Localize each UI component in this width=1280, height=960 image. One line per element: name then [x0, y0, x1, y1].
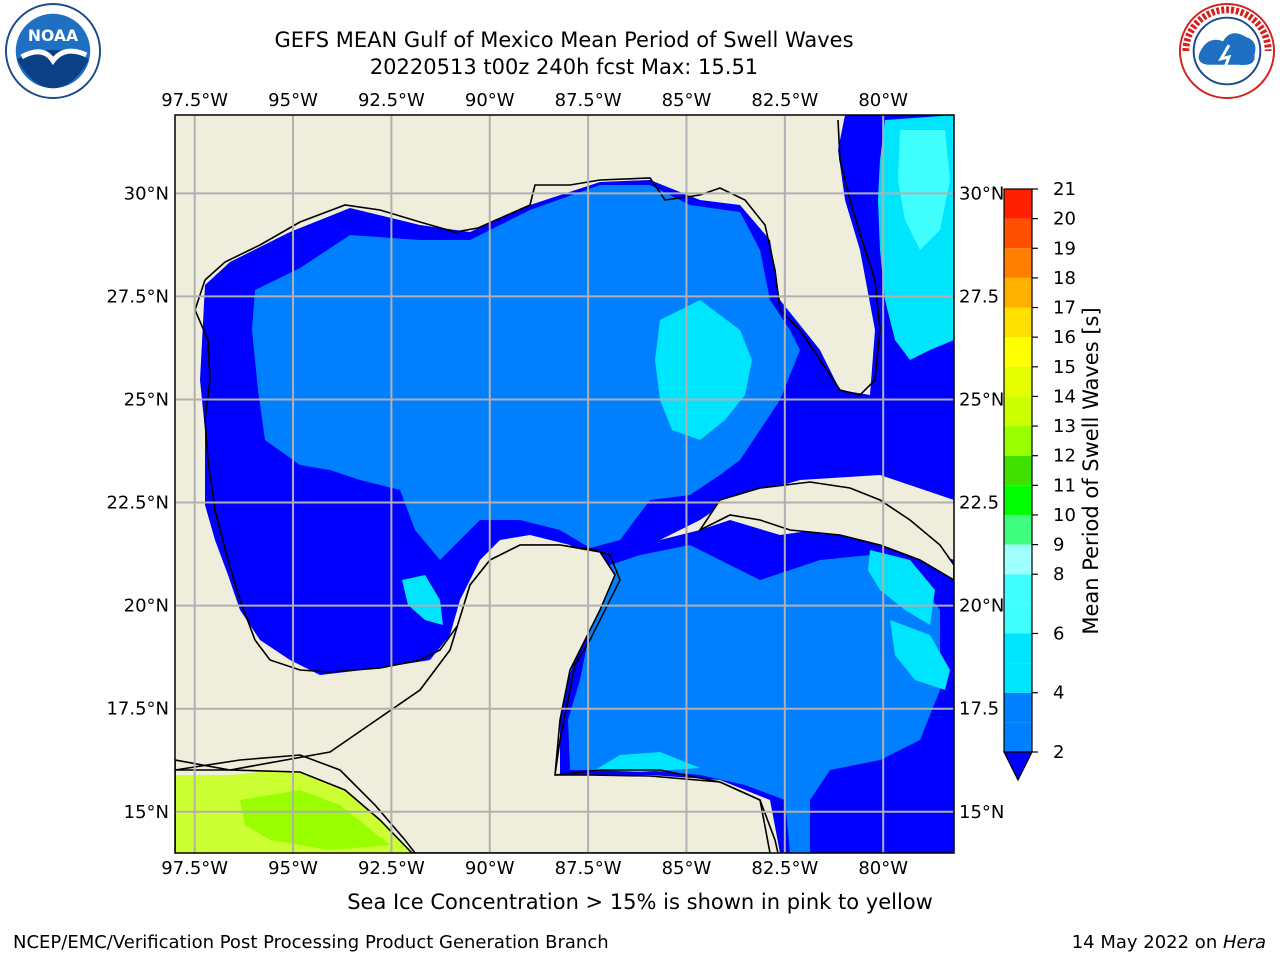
national-weather-service-logo: [1178, 2, 1276, 100]
lon-label-top: 80°W: [858, 90, 908, 111]
colorbar-label: Mean Period of Swell Waves [s]: [1079, 307, 1103, 634]
campeche-swell-cyan-patch: [402, 575, 443, 625]
map-axis-labels: 97.5°W 97.5°W 95°W 95°W 92.5°W 92.5°W 90°W 90°W…: [106, 90, 1004, 879]
colorbar-extend-arrow: [1003, 751, 1033, 782]
colorbar-segment: [1004, 307, 1032, 338]
central-america-coastline: [175, 754, 779, 853]
colorbar-segment: [1004, 366, 1032, 397]
colorbar-tick-label: 19: [1053, 238, 1076, 259]
lon-label-top: 90°W: [465, 90, 515, 111]
honduras-swell-cyan-patch: [595, 752, 700, 772]
lat-label-left: 30°N: [124, 183, 169, 204]
caribbean-swell-cyan-patch-2: [890, 620, 950, 690]
lon-label-bottom: 87.5°W: [555, 858, 622, 879]
colorbar-segment: [1004, 189, 1032, 219]
colorbar-segment: [1004, 514, 1032, 545]
colorbar-tick-label: 11: [1053, 475, 1076, 496]
lat-label-right: 20°N: [959, 596, 1004, 617]
colorbar-segment: [1004, 396, 1032, 427]
gulf-ocean-main: [252, 185, 800, 560]
svg-text:NOAA: NOAA: [28, 26, 79, 45]
sea-ice-note-text: Sea Ice Concentration > 15% is shown in …: [347, 890, 933, 914]
colorbar-tick-label: 14: [1053, 386, 1076, 407]
lat-label-left: 27.5°N: [106, 286, 169, 307]
generation-date-text: 14 May 2022 on: [1071, 932, 1223, 953]
colorbar-segment: [1004, 337, 1032, 367]
lon-label-bottom: 95°W: [268, 858, 318, 879]
colorbar-segment: [1004, 574, 1032, 604]
cuba-coastline: [697, 481, 954, 581]
colorbar-segment: [1004, 603, 1032, 634]
lon-label-bottom: 90°W: [465, 858, 515, 879]
colorbar-tick-label: 16: [1053, 327, 1076, 348]
lat-label-right: 15°N: [959, 802, 1004, 823]
host-name: Hera: [1222, 932, 1266, 953]
colorbar-segment: [1004, 485, 1032, 515]
colorbar-tick-label: 13: [1053, 416, 1076, 437]
gulf-coastline: [204, 119, 881, 396]
noaa-logo: NOAA: [4, 2, 102, 100]
colorbar-tick-label: 2: [1053, 742, 1064, 763]
colorbar-tick-label: 4: [1053, 683, 1064, 704]
lon-label-top: 97.5°W: [161, 90, 228, 111]
lon-label-bottom: 92.5°W: [358, 858, 425, 879]
colorbar-segment: [1004, 426, 1032, 456]
map-plot-area: [175, 115, 954, 853]
lon-label-top: 92.5°W: [358, 90, 425, 111]
colorbar-segment: [1004, 277, 1032, 308]
lat-label-left: 15°N: [124, 802, 169, 823]
sea-ice-region-green: [240, 790, 390, 850]
lat-label-left: 22.5°N: [106, 493, 169, 514]
colorbar-tick-label: 18: [1053, 268, 1076, 289]
sea-ice-note: Sea Ice Concentration > 15% is shown in …: [0, 890, 1280, 914]
colorbar-segment: [1004, 722, 1032, 752]
lon-label-top: 87.5°W: [555, 90, 622, 111]
atlantic-swell-light: [898, 130, 950, 250]
colorbar-tick-label: 6: [1053, 623, 1064, 644]
colorbar-segment: [1004, 455, 1032, 486]
generation-date: 14 May 2022 on Hera: [1072, 932, 1266, 953]
colorbar: 2 4 6 8 9 10 11 12 13 14 15 16 17 18 19 20 21: [1003, 179, 1076, 782]
map-frame: [174, 114, 955, 854]
colorbar-segment: [1004, 218, 1032, 249]
colorbar-tick-label: 15: [1053, 357, 1076, 378]
lat-label-left: 25°N: [124, 389, 169, 410]
lon-label-bottom: 97.5°W: [161, 858, 228, 879]
lat-label-right: 17.5: [959, 699, 999, 720]
colorbar-tick-label: 10: [1053, 505, 1076, 526]
chart-subtitle-run-info: 20220513 t00z 240h fcst Max: 15.51: [369, 55, 759, 79]
lon-label-top: 85°W: [662, 90, 712, 111]
lon-label-bottom: 82.5°W: [751, 858, 818, 879]
lat-label-right: 25°N: [959, 389, 1004, 410]
colorbar-tick-label: 9: [1053, 535, 1064, 556]
colorbar-tick-label: 21: [1053, 179, 1076, 200]
chart-title: GEFS MEAN Gulf of Mexico Mean Period of …: [274, 28, 854, 52]
lat-label-right: 30°N: [959, 183, 1004, 204]
colorbar-frame: [1003, 188, 1033, 753]
mexico-gulf-coastline: [194, 279, 621, 776]
lon-label-top: 82.5°W: [751, 90, 818, 111]
lat-label-left: 20°N: [124, 596, 169, 617]
colorbar-tick-label: 8: [1053, 564, 1064, 585]
lon-label-top: 95°W: [268, 90, 318, 111]
gulf-swell-cyan-patch: [655, 300, 752, 440]
colorbar-segment: [1004, 692, 1032, 723]
colorbar-tick-label: 20: [1053, 209, 1076, 230]
lon-label-bottom: 85°W: [662, 858, 712, 879]
colorbar-segment: [1004, 248, 1032, 278]
lat-label-right: 27.5: [959, 286, 999, 307]
colorbar-segment: [1004, 633, 1032, 664]
producer-credit: NCEP/EMC/Verification Post Processing Pr…: [13, 932, 609, 953]
colorbar-segment: [1004, 544, 1032, 575]
map-gridlines: [175, 115, 954, 853]
lat-label-right: 22.5: [959, 493, 999, 514]
colorbar-tick-label: 17: [1053, 298, 1076, 319]
lat-label-left: 17.5°N: [106, 699, 169, 720]
colorbar-segment: [1004, 663, 1032, 693]
colorbar-tick-label: 12: [1053, 446, 1076, 467]
lon-label-bottom: 80°W: [858, 858, 908, 879]
caribbean-ocean-main: [568, 545, 940, 853]
